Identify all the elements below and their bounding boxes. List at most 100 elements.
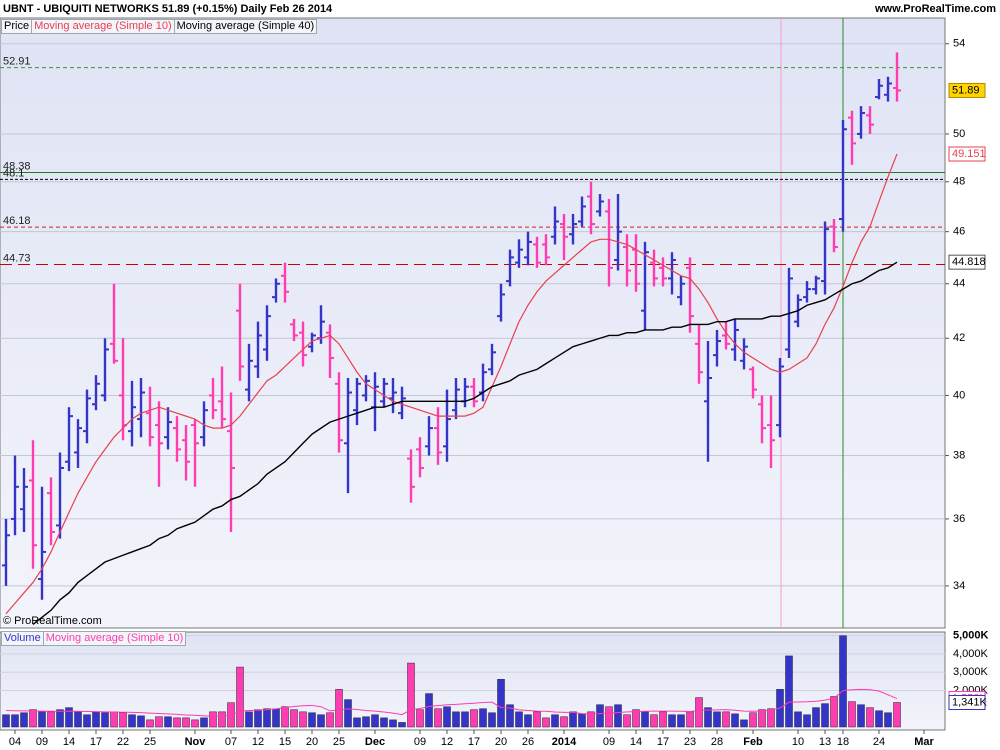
x-tick-label: 14 bbox=[630, 736, 642, 748]
volume-bar bbox=[272, 708, 280, 728]
volume-bar bbox=[533, 711, 541, 728]
price-legend: Price Moving average (Simple 10) Moving … bbox=[1, 19, 318, 34]
volume-bar bbox=[245, 711, 253, 728]
volume-bar bbox=[650, 714, 658, 728]
volume-bar bbox=[605, 706, 613, 728]
header-bar bbox=[0, 0, 1000, 18]
legend-entry: Volume bbox=[1, 631, 44, 646]
volume-bar bbox=[83, 714, 91, 728]
x-tick-label: 23 bbox=[684, 736, 696, 748]
y-tick-label: 48 bbox=[953, 176, 965, 188]
x-tick-label: 17 bbox=[90, 736, 102, 748]
volume-bar bbox=[281, 706, 289, 728]
volume-bar bbox=[92, 711, 100, 728]
volume-bar bbox=[524, 714, 532, 728]
volume-bar bbox=[461, 711, 469, 728]
volume-bar bbox=[47, 711, 55, 728]
y-tick-label: 36 bbox=[953, 513, 965, 525]
volume-bar bbox=[254, 709, 262, 728]
x-tick-label: 18 bbox=[837, 736, 849, 748]
level-label: 52.91 bbox=[3, 56, 31, 68]
legend-entry: Moving average (Simple 40) bbox=[173, 19, 318, 34]
volume-bar bbox=[137, 715, 145, 728]
x-tick-label: 25 bbox=[333, 736, 345, 748]
volume-bar bbox=[821, 703, 829, 728]
volume-bar bbox=[488, 712, 496, 728]
volume-bar bbox=[11, 714, 19, 728]
volume-bar bbox=[164, 716, 172, 728]
volume-bar bbox=[704, 707, 712, 728]
legend-entry: Moving average (Simple 10) bbox=[31, 19, 175, 34]
value-box bbox=[948, 146, 986, 162]
y-tick-label: 38 bbox=[953, 449, 965, 461]
volume-bar bbox=[767, 708, 775, 728]
volume-bar bbox=[812, 707, 820, 728]
volume-bar bbox=[38, 711, 46, 728]
x-tick-label: 09 bbox=[603, 736, 615, 748]
volume-bar bbox=[65, 707, 73, 728]
volume-bar bbox=[56, 709, 64, 728]
volume-bar bbox=[722, 711, 730, 728]
x-tick-label: 14 bbox=[63, 736, 75, 748]
y-tick-label: 54 bbox=[953, 38, 965, 50]
volume-bar bbox=[344, 699, 352, 728]
volume-bar bbox=[371, 714, 379, 728]
x-tick-label: 15 bbox=[279, 736, 291, 748]
volume-bar bbox=[398, 722, 406, 728]
volume-bar bbox=[785, 655, 793, 728]
volume-bar bbox=[542, 717, 550, 728]
x-tick-label: 04 bbox=[9, 736, 21, 748]
y-tick-label: 50 bbox=[953, 128, 965, 140]
volume-bar bbox=[875, 710, 883, 728]
volume-bar bbox=[425, 693, 433, 728]
volume-bar bbox=[308, 712, 316, 728]
volume-bar bbox=[29, 709, 37, 728]
volume-bar bbox=[506, 704, 514, 728]
price-panel bbox=[0, 17, 946, 629]
volume-bar bbox=[893, 702, 901, 728]
volume-bar bbox=[740, 719, 748, 728]
volume-bar bbox=[749, 712, 757, 728]
volume-bar bbox=[416, 709, 424, 728]
volume-bar bbox=[389, 719, 397, 728]
volume-bar bbox=[353, 717, 361, 728]
x-tick-label: 22 bbox=[117, 736, 129, 748]
volume-bar bbox=[470, 709, 478, 728]
legend-entry: Moving average (Simple 10) bbox=[42, 631, 187, 646]
x-tick-label: Dec bbox=[365, 736, 385, 748]
level-label: 44.73 bbox=[3, 252, 31, 264]
y-tick-label: 34 bbox=[953, 580, 965, 592]
x-tick-label: 2014 bbox=[552, 736, 577, 748]
y-tick-label: 3,000K bbox=[953, 666, 989, 678]
volume-bar bbox=[74, 711, 82, 728]
volume-bar bbox=[407, 662, 415, 728]
volume-bar bbox=[20, 712, 28, 728]
volume-bar bbox=[434, 708, 442, 728]
volume-bar bbox=[560, 716, 568, 728]
volume-bar bbox=[128, 714, 136, 728]
x-tick-label: 12 bbox=[441, 736, 453, 748]
volume-bar bbox=[155, 716, 163, 728]
x-tick-label: 09 bbox=[414, 736, 426, 748]
volume-bar bbox=[497, 679, 505, 728]
value-label: 1,341K bbox=[952, 696, 988, 708]
y-tick-label: 4,000K bbox=[953, 648, 989, 660]
y-tick-label: 44 bbox=[953, 278, 965, 290]
ma-line bbox=[32, 261, 898, 625]
volume-bar bbox=[803, 714, 811, 728]
x-tick-label: Feb bbox=[743, 736, 763, 748]
grid bbox=[0, 43, 945, 691]
volume-bar bbox=[596, 704, 604, 728]
volume-bar bbox=[758, 709, 766, 728]
x-tick-label: 26 bbox=[522, 736, 534, 748]
volume-bar bbox=[677, 714, 685, 728]
volume-bar bbox=[569, 711, 577, 728]
x-tick-label: 17 bbox=[657, 736, 669, 748]
volume-ma-line bbox=[5, 688, 898, 717]
volume-bar bbox=[668, 714, 676, 728]
volume-bar bbox=[335, 689, 343, 728]
volume-bar bbox=[290, 709, 298, 728]
volume-bar bbox=[110, 711, 118, 728]
